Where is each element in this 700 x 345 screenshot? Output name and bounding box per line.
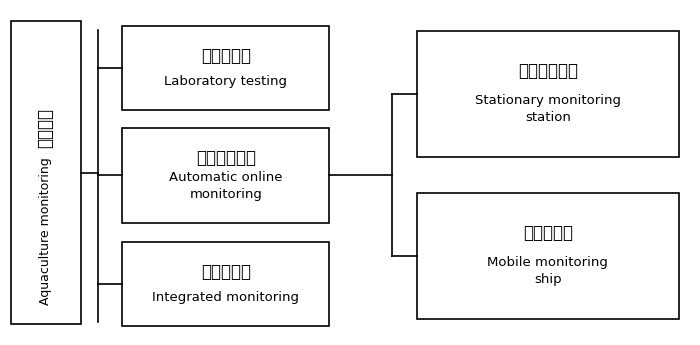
Text: Stationary monitoring
station: Stationary monitoring station (475, 94, 621, 124)
Text: Automatic online
monitoring: Automatic online monitoring (169, 171, 283, 201)
Text: Mobile monitoring
ship: Mobile monitoring ship (487, 256, 608, 286)
FancyBboxPatch shape (416, 31, 679, 157)
Text: Aquaculture monitoring: Aquaculture monitoring (39, 157, 52, 305)
FancyBboxPatch shape (122, 241, 329, 326)
Text: 实验室检测: 实验室检测 (201, 47, 251, 65)
Text: Laboratory testing: Laboratory testing (164, 75, 287, 88)
Text: 一体化监控: 一体化监控 (201, 263, 251, 281)
Text: 养殖监控: 养殖监控 (36, 108, 55, 148)
FancyBboxPatch shape (122, 128, 329, 223)
FancyBboxPatch shape (10, 21, 80, 324)
Text: 固定式监测站: 固定式监测站 (518, 62, 578, 80)
Text: Integrated monitoring: Integrated monitoring (153, 291, 300, 304)
Text: 移动采集船: 移动采集船 (523, 225, 573, 243)
FancyBboxPatch shape (122, 26, 329, 110)
FancyBboxPatch shape (416, 193, 679, 319)
Text: 自动在线监测: 自动在线监测 (196, 149, 256, 167)
